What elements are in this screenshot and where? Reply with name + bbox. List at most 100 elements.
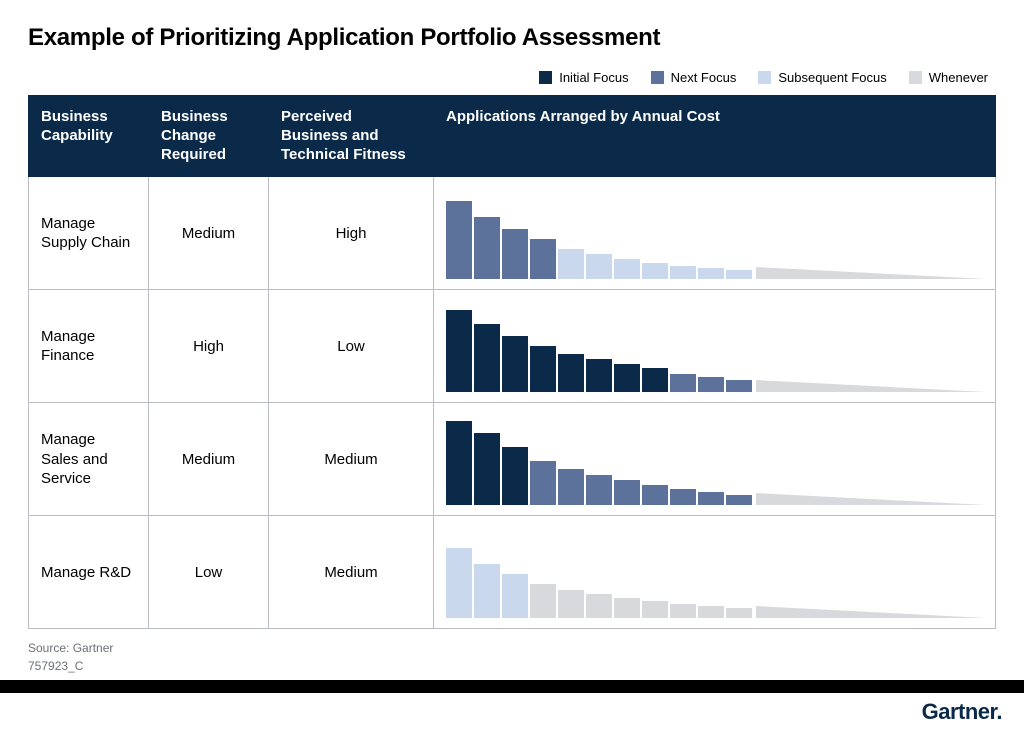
tail-triangle-icon bbox=[756, 267, 986, 279]
col-header-chart: Applications Arranged by Annual Cost bbox=[434, 96, 996, 177]
bar bbox=[698, 268, 724, 279]
cell-fitness: Medium bbox=[269, 403, 434, 516]
cell-fitness: Low bbox=[269, 290, 434, 403]
bar bbox=[642, 601, 668, 618]
bar bbox=[670, 266, 696, 279]
source-id: 757923_C bbox=[28, 657, 996, 675]
bar bbox=[474, 564, 500, 618]
brand-logo: Gartner. bbox=[922, 699, 1002, 725]
cell-change-required: Low bbox=[149, 516, 269, 629]
bar bbox=[502, 574, 528, 618]
bar bbox=[614, 480, 640, 505]
bar bbox=[586, 475, 612, 505]
tail-triangle-icon bbox=[756, 493, 986, 505]
bar bbox=[446, 201, 472, 279]
bar bbox=[558, 469, 584, 505]
bar bbox=[502, 336, 528, 392]
brand-text: Gartner bbox=[922, 699, 997, 724]
col-header-fitness: Perceived Business and Technical Fitness bbox=[269, 96, 434, 177]
cell-fitness: High bbox=[269, 177, 434, 290]
bar bbox=[558, 590, 584, 618]
bar bbox=[530, 346, 556, 392]
bar bbox=[698, 377, 724, 392]
col-header-change: Business Change Required bbox=[149, 96, 269, 177]
footer-divider-bar bbox=[0, 680, 1024, 693]
bar bbox=[586, 594, 612, 618]
legend-item: Whenever bbox=[909, 70, 988, 85]
bar bbox=[530, 239, 556, 279]
cell-chart bbox=[434, 516, 996, 629]
col-header-capability: Business Capability bbox=[29, 96, 149, 177]
bar bbox=[474, 433, 500, 505]
source-text: Source: Gartner bbox=[28, 639, 996, 657]
assessment-table: Business Capability Business Change Requ… bbox=[28, 95, 996, 629]
cell-capability: Manage Sales and Service bbox=[29, 403, 149, 516]
bar bbox=[502, 447, 528, 505]
bar-chart bbox=[446, 300, 983, 392]
table-row: Manage Sales and ServiceMediumMedium bbox=[29, 403, 996, 516]
legend-label: Initial Focus bbox=[559, 70, 628, 85]
legend-swatch-icon bbox=[651, 71, 664, 84]
bar bbox=[446, 310, 472, 392]
bar bbox=[726, 495, 752, 505]
bar bbox=[670, 489, 696, 505]
bar bbox=[726, 380, 752, 392]
bar-group bbox=[446, 300, 752, 392]
bar bbox=[614, 598, 640, 618]
legend: Initial Focus Next Focus Subsequent Focus W… bbox=[28, 70, 996, 85]
bar bbox=[642, 368, 668, 392]
tail-triangle-icon bbox=[756, 380, 986, 392]
bar bbox=[474, 217, 500, 279]
table-row: Manage FinanceHighLow bbox=[29, 290, 996, 403]
cell-chart bbox=[434, 403, 996, 516]
cell-change-required: High bbox=[149, 290, 269, 403]
bar bbox=[530, 584, 556, 618]
bar-group bbox=[446, 526, 752, 618]
bar bbox=[614, 259, 640, 279]
bar bbox=[726, 608, 752, 618]
bar bbox=[446, 548, 472, 618]
legend-item: Subsequent Focus bbox=[758, 70, 886, 85]
legend-label: Subsequent Focus bbox=[778, 70, 886, 85]
bar bbox=[558, 249, 584, 279]
bar bbox=[502, 229, 528, 279]
legend-swatch-icon bbox=[539, 71, 552, 84]
legend-item: Next Focus bbox=[651, 70, 737, 85]
cell-capability: Manage R&D bbox=[29, 516, 149, 629]
bar-chart bbox=[446, 526, 983, 618]
cell-capability: Manage Finance bbox=[29, 290, 149, 403]
bar bbox=[474, 324, 500, 392]
legend-label: Next Focus bbox=[671, 70, 737, 85]
bar bbox=[698, 492, 724, 505]
bar bbox=[446, 421, 472, 505]
page-title: Example of Prioritizing Application Port… bbox=[28, 24, 996, 52]
brand-dot-icon: . bbox=[996, 699, 1002, 724]
cell-change-required: Medium bbox=[149, 177, 269, 290]
legend-item: Initial Focus bbox=[539, 70, 628, 85]
bar-chart bbox=[446, 413, 983, 505]
bar bbox=[558, 354, 584, 392]
bar bbox=[642, 485, 668, 505]
bar bbox=[698, 606, 724, 618]
cell-fitness: Medium bbox=[269, 516, 434, 629]
bar-chart bbox=[446, 187, 983, 279]
bar bbox=[586, 254, 612, 279]
source-block: Source: Gartner 757923_C bbox=[28, 639, 996, 675]
cell-capability: Manage Supply Chain bbox=[29, 177, 149, 290]
bar bbox=[726, 270, 752, 279]
legend-swatch-icon bbox=[909, 71, 922, 84]
table-body: Manage Supply ChainMediumHighManage Fina… bbox=[29, 177, 996, 629]
bar bbox=[530, 461, 556, 505]
bar bbox=[670, 604, 696, 618]
bar-group bbox=[446, 413, 752, 505]
table-header-row: Business Capability Business Change Requ… bbox=[29, 96, 996, 177]
bar bbox=[642, 263, 668, 279]
table-row: Manage Supply ChainMediumHigh bbox=[29, 177, 996, 290]
bar bbox=[614, 364, 640, 392]
bar bbox=[670, 374, 696, 392]
table-row: Manage R&DLowMedium bbox=[29, 516, 996, 629]
bar-group bbox=[446, 187, 752, 279]
legend-label: Whenever bbox=[929, 70, 988, 85]
tail-triangle-icon bbox=[756, 606, 986, 618]
legend-swatch-icon bbox=[758, 71, 771, 84]
